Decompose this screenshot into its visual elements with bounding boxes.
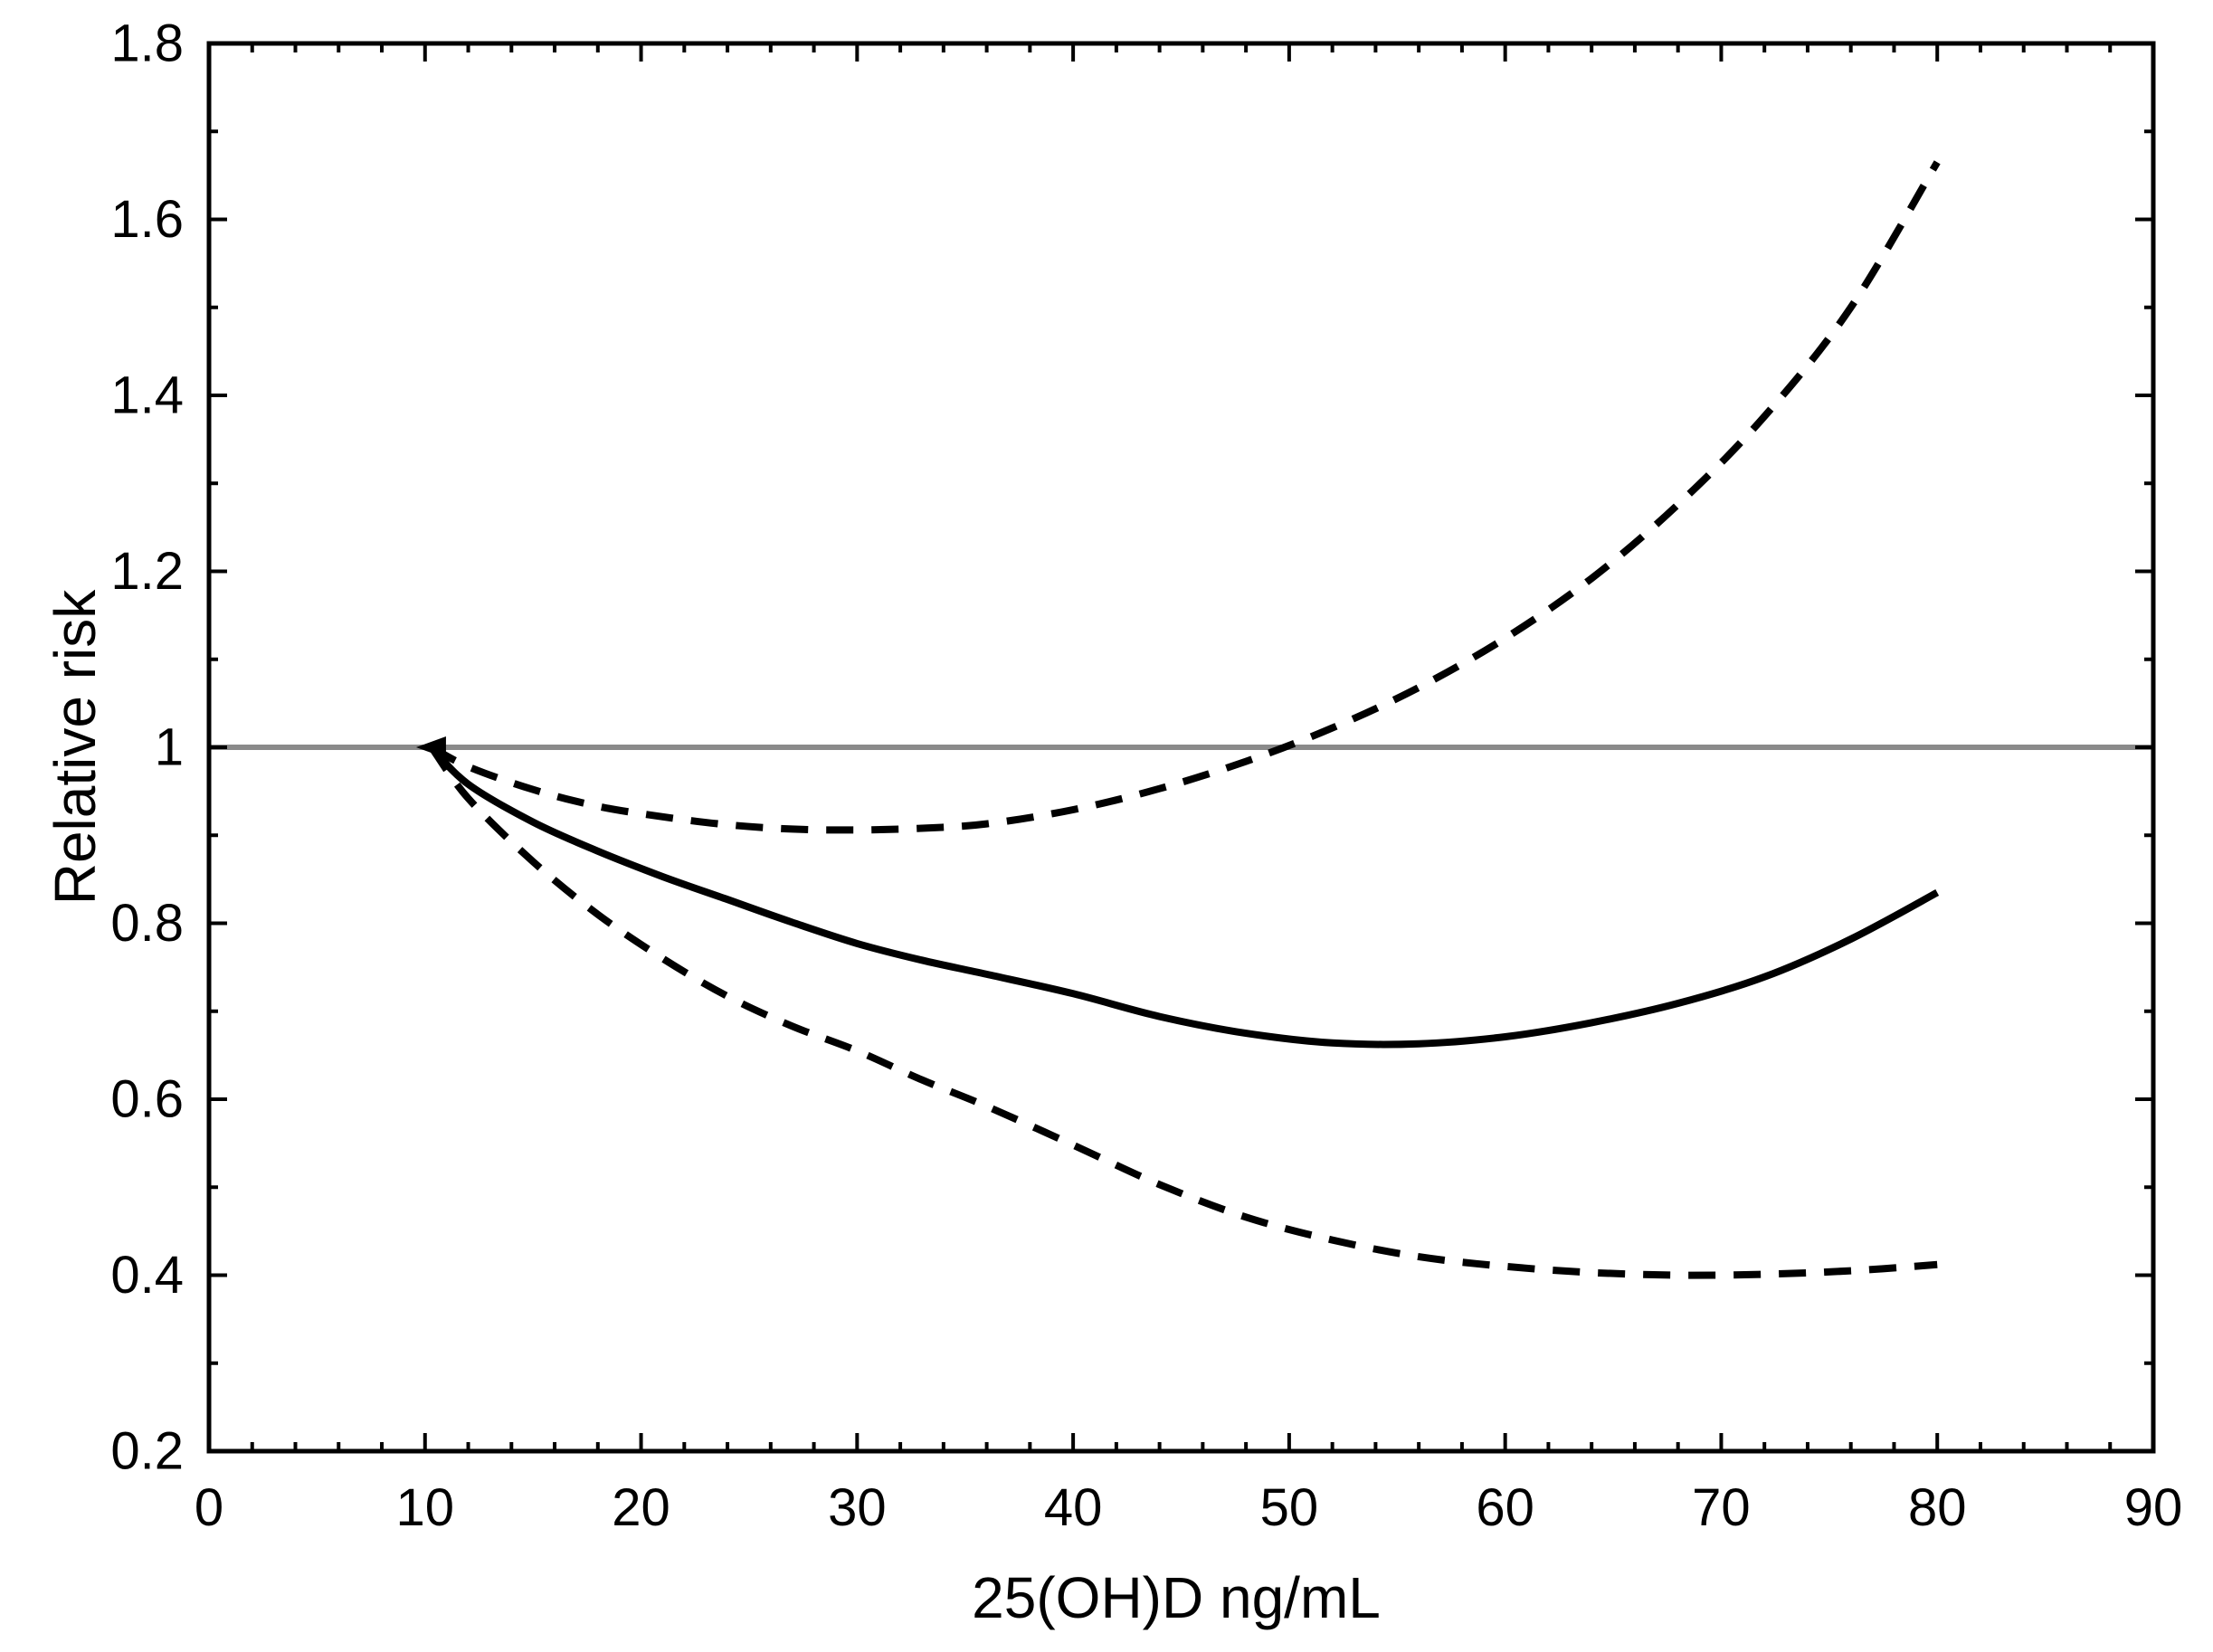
x-tick-label: 90 [2124,1478,2183,1537]
tick-labels-group: 0 10 20 30 40 50 60 70 80 90 0.2 0.4 0.6 0.8 1 1.2 1.4 1.… [110,14,2182,1538]
x-axis-title: 25(OH)D ng/mL [972,1565,1381,1630]
y-tick-label: 1 [155,718,184,777]
y-tick-label: 1.6 [110,190,184,249]
axis-ticks-group [207,42,2155,1453]
y-tick-label: 0.6 [110,1070,184,1129]
x-tick-label: 60 [1476,1478,1534,1537]
curve-upper-confidence-bound [430,160,1941,834]
y-tick-label: 0.2 [110,1422,184,1481]
x-tick-label: 10 [396,1478,455,1537]
curve-lower-confidence-bound [428,745,1938,1279]
y-axis-title: Relative risk [43,589,108,906]
series-group [428,160,1941,1279]
x-tick-label: 20 [612,1478,670,1537]
y-tick-label: 0.8 [110,894,184,953]
x-tick-label: 70 [1692,1478,1751,1537]
origin-marker-group [415,736,446,758]
x-tick-label: 30 [828,1478,887,1537]
x-tick-label: 80 [1908,1478,1967,1537]
y-tick-label: 0.4 [110,1246,184,1305]
x-tick-label: 50 [1260,1478,1319,1537]
x-tick-label: 0 [195,1478,223,1537]
y-tick-label: 1.8 [110,14,184,73]
curve-relative-risk-estimate [429,745,1940,1049]
x-tick-label: 40 [1044,1478,1103,1537]
y-tick-label: 1.4 [110,366,184,425]
y-tick-label: 1.2 [110,542,184,601]
curve-start-arrowhead-marker [415,736,446,758]
